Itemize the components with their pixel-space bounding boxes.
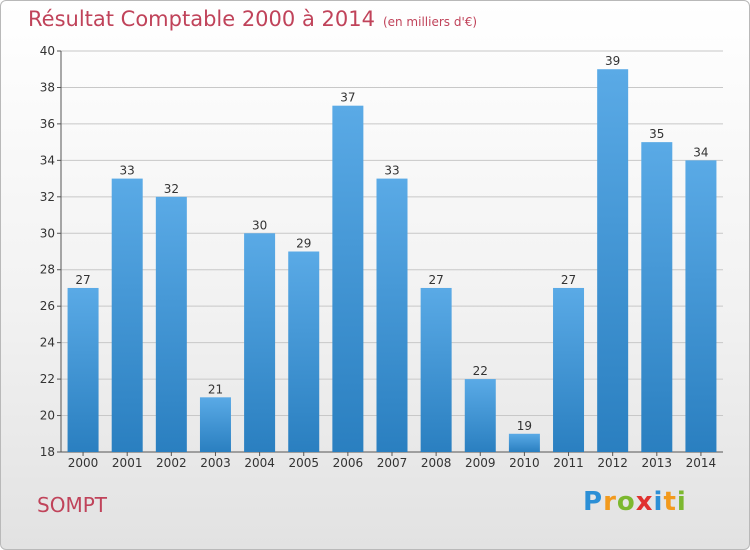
x-tick-label: 2004 [244,456,275,470]
bar [199,397,231,452]
bar [376,178,408,452]
y-tick-label: 22 [40,372,55,386]
y-tick-label: 20 [40,409,55,423]
bar [553,287,585,452]
bar [641,142,673,453]
data-label: 32 [164,182,179,196]
bar [67,287,99,452]
y-tick-labels: 18 20 22 24 26 28 30 32 34 36 38 40 [40,44,55,459]
x-tick-label: 2003 [200,456,231,470]
proxiti-logo: Proxiti [583,487,687,517]
logo-letter: i [653,487,664,517]
logo-letter: i [676,487,687,517]
title-unit: (en milliers d'€) [382,15,478,29]
title-text: Résultat Comptable 2000 à 2014 [28,7,375,31]
x-tick-label: 2013 [642,456,673,470]
bar [288,251,320,452]
data-label: 27 [75,273,90,287]
data-label: 33 [384,164,399,178]
x-tick-label: 2006 [333,456,364,470]
x-tick-label: 2014 [686,456,717,470]
data-label: 29 [296,237,311,251]
data-label: 27 [561,273,576,287]
commune-name: SOMPT [37,493,107,517]
data-label: 34 [693,145,708,159]
data-label: 37 [340,91,355,105]
y-tick-label: 40 [40,44,55,58]
bar [597,69,629,453]
y-tick-label: 30 [40,226,55,240]
y-tick-label: 18 [40,445,55,459]
y-tick-label: 36 [40,117,55,131]
data-label: 35 [649,127,664,141]
bar [420,287,452,452]
y-tick-label: 34 [40,153,55,167]
y-tick-label: 32 [40,190,55,204]
bar [685,160,717,452]
data-label: 21 [208,382,223,396]
x-tick-label: 2011 [553,456,584,470]
logo-letter: t [663,487,677,517]
x-tick-label: 2005 [288,456,319,470]
x-tick-label: 2001 [112,456,143,470]
x-tick-label: 2002 [156,456,187,470]
x-tick-label: 2009 [465,456,496,470]
x-tick-label: 2008 [421,456,452,470]
x-tick-label: 2000 [68,456,99,470]
logo-letter: r [603,487,617,517]
data-label: 27 [428,273,443,287]
x-tick-label: 2012 [597,456,628,470]
data-label: 33 [120,164,135,178]
logo-letter: P [583,487,604,517]
x-tick-labels: 2000 2001 2002 2003 2004 2005 2006 2007 2008 2009… [68,452,716,470]
chart-title: Résultat Comptable 2000 à 2014 (en millie… [28,7,477,31]
bar [244,233,276,452]
bar [111,178,143,452]
data-label: 19 [517,419,532,433]
data-label: 22 [473,364,488,378]
logo-letter: o [616,487,636,517]
bar [155,196,187,452]
y-tick-label: 26 [40,299,55,313]
bars [67,69,717,453]
y-tick-label: 28 [40,263,55,277]
x-tick-label: 2007 [377,456,408,470]
data-label: 39 [605,54,620,68]
data-label: 30 [252,218,267,232]
x-tick-label: 2010 [509,456,540,470]
y-tick-label: 38 [40,80,55,94]
y-tick-label: 24 [40,336,55,350]
bar [508,433,540,452]
data-labels: 27 33 32 21 30 29 37 33 27 22 19 27 39 35 34 [75,54,708,433]
logo-letter: x [635,487,654,517]
bar [464,379,496,452]
bar [332,105,364,452]
